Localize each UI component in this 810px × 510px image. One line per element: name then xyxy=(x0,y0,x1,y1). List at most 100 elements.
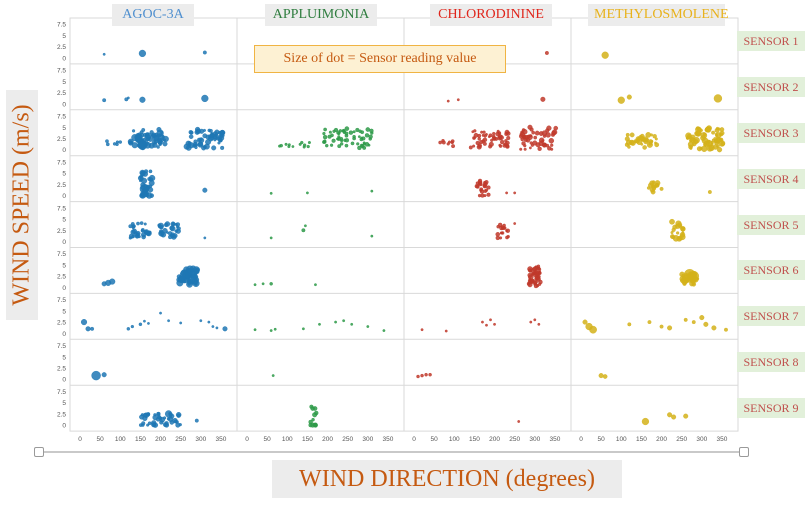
data-point xyxy=(143,319,146,323)
data-point xyxy=(540,96,546,102)
sensor-label: SENSOR 1 xyxy=(737,30,805,51)
data-point xyxy=(582,319,588,325)
x-tick-label: 250 xyxy=(509,436,520,443)
data-point xyxy=(130,324,134,329)
y-tick-label: 2.5 xyxy=(57,182,66,189)
data-point xyxy=(344,131,349,136)
data-point xyxy=(533,318,537,322)
data-point xyxy=(291,145,295,148)
data-point xyxy=(496,224,500,229)
data-point xyxy=(370,189,374,193)
data-point xyxy=(344,126,350,131)
data-point xyxy=(505,191,509,195)
data-point xyxy=(202,50,207,55)
y-tick-label: 7.5 xyxy=(57,68,66,75)
data-point xyxy=(493,322,496,326)
data-point xyxy=(310,406,315,411)
data-point xyxy=(325,143,329,148)
y-tick-label: 2.5 xyxy=(57,228,66,235)
data-point xyxy=(492,131,496,136)
data-point xyxy=(217,137,223,143)
data-point xyxy=(477,137,481,141)
x-tick-label: 150 xyxy=(135,436,146,443)
data-point xyxy=(520,130,524,134)
data-point xyxy=(716,144,720,148)
data-point xyxy=(365,127,371,132)
data-point xyxy=(471,130,475,134)
data-point xyxy=(140,227,145,232)
data-point xyxy=(90,326,95,331)
data-point xyxy=(145,136,151,142)
x-tick-label: 200 xyxy=(322,436,333,443)
data-point xyxy=(601,51,609,59)
x-tick-label: 100 xyxy=(616,436,627,443)
data-point xyxy=(330,133,334,138)
data-point xyxy=(713,94,723,103)
data-point xyxy=(487,135,491,139)
data-point xyxy=(625,139,632,146)
x-tick-label: 150 xyxy=(302,436,313,443)
sensor-label: SENSOR 5 xyxy=(737,214,805,235)
data-point xyxy=(147,322,150,325)
data-point xyxy=(85,326,91,332)
x-tick-label: 0 xyxy=(579,436,583,443)
data-point xyxy=(504,139,508,143)
data-point xyxy=(102,98,107,103)
data-point xyxy=(704,126,711,133)
x-tick-label: 350 xyxy=(717,436,728,443)
y-tick-label: 2.5 xyxy=(57,274,66,281)
data-point xyxy=(361,136,366,141)
data-point xyxy=(715,134,719,138)
data-point xyxy=(617,96,625,104)
data-point xyxy=(138,322,143,327)
data-point xyxy=(690,134,696,140)
scroll-handle-right[interactable] xyxy=(739,447,749,457)
data-point xyxy=(269,329,273,333)
data-point xyxy=(537,322,541,326)
data-point xyxy=(670,234,675,239)
y-tick-label: 2.5 xyxy=(57,365,66,372)
data-point xyxy=(438,140,443,145)
data-point xyxy=(482,130,486,134)
data-point xyxy=(137,140,148,150)
data-point xyxy=(179,321,183,325)
data-point xyxy=(139,184,150,194)
data-point xyxy=(308,422,313,428)
data-point xyxy=(544,51,549,55)
y-tick-label: 2.5 xyxy=(57,90,66,97)
data-point xyxy=(550,143,554,147)
data-point xyxy=(171,222,176,226)
data-point xyxy=(314,283,317,287)
data-point xyxy=(118,140,123,144)
data-point xyxy=(703,321,709,327)
x-tick-label: 350 xyxy=(550,436,561,443)
sensor-label: SENSOR 6 xyxy=(737,260,805,281)
x-tick-label: 100 xyxy=(115,436,126,443)
data-point xyxy=(269,282,273,286)
data-point xyxy=(523,134,529,140)
data-point xyxy=(420,328,424,332)
y-tick-label: 5 xyxy=(62,308,66,315)
data-point xyxy=(197,141,204,147)
data-point xyxy=(500,231,505,235)
data-point xyxy=(126,96,130,100)
data-point xyxy=(517,420,521,423)
data-point xyxy=(546,125,552,131)
y-tick-label: 2.5 xyxy=(57,320,66,327)
sensor-label: SENSOR 8 xyxy=(737,352,805,373)
data-point xyxy=(136,221,140,226)
horizontal-scroll-track[interactable] xyxy=(38,451,744,453)
x-tick-label: 300 xyxy=(362,436,373,443)
data-point xyxy=(700,135,706,141)
data-point xyxy=(446,142,450,146)
data-point xyxy=(367,143,371,147)
data-point xyxy=(144,231,148,235)
data-point xyxy=(626,94,632,100)
data-point xyxy=(479,182,483,187)
data-point xyxy=(312,412,318,418)
scroll-handle-left[interactable] xyxy=(34,447,44,457)
data-point xyxy=(329,143,334,147)
data-point xyxy=(322,134,328,140)
y-tick-label: 0 xyxy=(62,331,66,338)
data-point xyxy=(548,138,555,144)
